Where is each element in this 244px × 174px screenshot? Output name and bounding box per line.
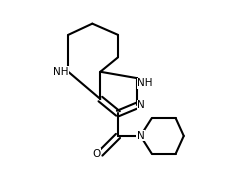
Text: N: N bbox=[137, 100, 145, 110]
Text: N: N bbox=[137, 131, 144, 141]
Text: NH: NH bbox=[53, 67, 68, 77]
Text: O: O bbox=[92, 149, 100, 159]
Text: NH: NH bbox=[137, 78, 153, 88]
